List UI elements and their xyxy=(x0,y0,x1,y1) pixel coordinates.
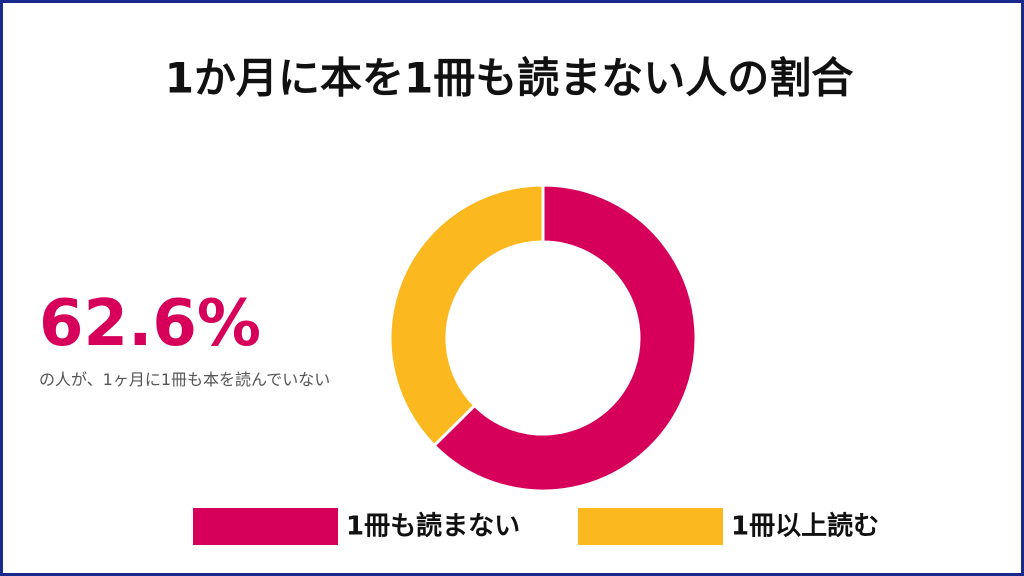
legend-swatch xyxy=(578,508,723,545)
chart-title: 1か月に本を1冊も読まない人の割合 xyxy=(165,54,853,103)
callout-value: 62.6% xyxy=(39,287,262,361)
legend-label: 1冊も読まない xyxy=(346,511,520,542)
legend-swatch xyxy=(193,508,338,545)
callout: 62.6% の人が、1ヶ月に1冊も本を読んでいない xyxy=(39,288,369,393)
legend-label: 1冊以上読む xyxy=(731,511,879,542)
donut-segment xyxy=(388,183,545,448)
donut-segment xyxy=(432,183,698,493)
callout-text: の人が、1ヶ月に1冊も本を読んでいない xyxy=(39,370,331,389)
chart: 1か月に本を1冊も読まない人の割合 1冊も読まない 1冊以上読む xyxy=(165,54,879,545)
